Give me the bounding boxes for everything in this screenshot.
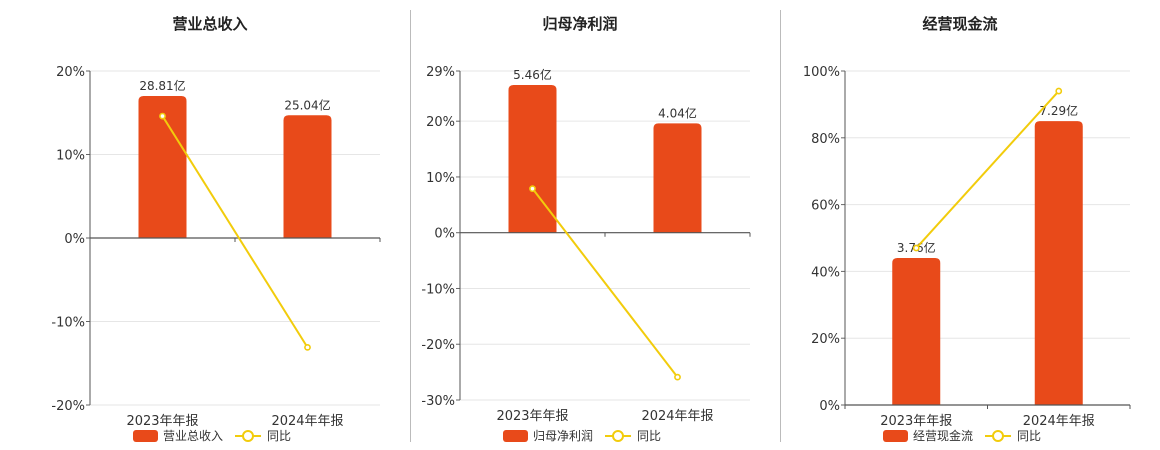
category-label: 2024年年报 (271, 414, 343, 429)
y-tick-label: -20% (421, 338, 455, 353)
legend-line-label: 同比 (267, 429, 291, 443)
legend-bar-swatch (883, 430, 908, 442)
y-tick-label: 0% (819, 399, 840, 414)
category-label: 2023年年报 (496, 409, 568, 424)
y-tick-label: 0% (434, 227, 455, 242)
chart-title: 营业总收入 (172, 15, 247, 33)
y-tick-label: 10% (426, 171, 455, 186)
y-tick-label: 100% (803, 65, 840, 80)
legend-bar-label: 经营现金流 (913, 428, 973, 443)
bar-data-label: 4.04亿 (658, 105, 697, 120)
yoy-point (1055, 87, 1063, 95)
yoy-point (674, 373, 681, 381)
bar-data-label: 7.29亿 (1039, 103, 1078, 118)
y-tick-label: -10% (421, 282, 455, 297)
yoy-line (161, 115, 309, 348)
bar (892, 258, 941, 405)
legend-line-marker (992, 430, 1004, 442)
legend-bar-swatch (133, 430, 158, 442)
y-tick-label: 20% (56, 65, 85, 80)
category-label: 2023年年报 (126, 414, 198, 429)
y-tick-label: 10% (56, 149, 85, 164)
category-label: 2023年年报 (880, 414, 952, 429)
legend-bar-label: 归母净利润 (533, 429, 593, 443)
y-tick-label: 40% (811, 265, 840, 280)
legend-bar-label: 营业总收入 (163, 429, 223, 443)
bar-data-label: 28.81亿 (139, 78, 185, 93)
legend-line-marker (242, 430, 254, 442)
y-tick-label: 0% (64, 232, 85, 247)
legend-line-label: 同比 (637, 429, 661, 443)
bar (508, 84, 557, 233)
chart-title: 归母净利润 (542, 15, 617, 33)
chart-title: 经营现金流 (922, 15, 997, 33)
bar (653, 123, 702, 233)
yoy-point (159, 112, 166, 120)
bar (138, 96, 187, 238)
y-tick-label: 29% (426, 65, 455, 80)
bar-data-label: 5.46亿 (513, 67, 552, 82)
y-tick-label: 20% (426, 115, 455, 130)
y-tick-label: 80% (811, 132, 840, 147)
bar (283, 115, 332, 238)
category-label: 2024年年报 (641, 409, 713, 424)
legend-line-marker (612, 430, 624, 442)
bar (1034, 121, 1083, 405)
y-tick-label: 20% (811, 332, 840, 347)
yoy-point (529, 185, 536, 193)
yoy-line (531, 188, 679, 378)
legend-line-label: 同比 (1017, 429, 1041, 443)
yoy-line (915, 90, 1060, 249)
yoy-point (912, 244, 920, 252)
yoy-point (304, 343, 311, 351)
y-tick-label: 60% (811, 199, 840, 214)
bar-data-label: 25.04亿 (284, 97, 330, 112)
y-tick-label: -10% (51, 316, 85, 331)
y-tick-label: -30% (421, 394, 455, 409)
y-tick-label: -20% (51, 399, 85, 414)
category-label: 2024年年报 (1023, 414, 1095, 429)
legend-bar-swatch (503, 430, 528, 442)
